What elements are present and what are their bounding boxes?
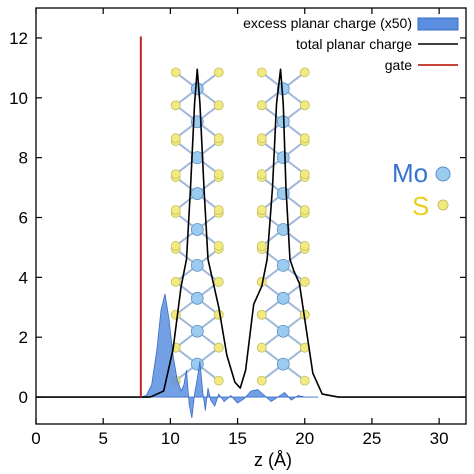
legend: excess planar charge (x50) total planar …: [243, 15, 459, 73]
s-atom: [213, 100, 224, 111]
s-atom: [213, 241, 224, 251]
species-label-s: S: [412, 191, 429, 221]
s-atom: [256, 169, 267, 180]
x-axis-label: z (Å): [254, 450, 292, 470]
x-tick-label: 20: [295, 429, 314, 448]
s-atom: [299, 241, 310, 251]
s-atom: [299, 375, 310, 386]
s-atom: [170, 309, 181, 320]
s-atom: [256, 100, 267, 111]
legend-swatch-excess: [417, 17, 459, 31]
line-series-group: [36, 36, 466, 398]
s-atom: [170, 241, 181, 251]
s-atom: [256, 375, 267, 386]
y-tick-label: 10: [9, 89, 28, 108]
mo-atom: [276, 291, 290, 305]
s-atom: [256, 342, 267, 353]
legend-label-excess: excess planar charge (x50): [243, 15, 412, 31]
s-atom: [256, 309, 267, 320]
s-atom-icon: [437, 199, 449, 211]
x-tick-label: 5: [98, 429, 107, 448]
s-atom: [213, 169, 224, 180]
x-tick-label: 10: [161, 429, 180, 448]
s-atom: [299, 276, 310, 287]
mo-atom: [190, 258, 204, 272]
plot-background: [36, 8, 466, 424]
x-tick-label: 25: [362, 429, 381, 448]
mo-atom: [190, 324, 204, 338]
mo-atom: [276, 324, 290, 338]
s-atom: [213, 133, 224, 144]
mos2-structure: [170, 67, 310, 386]
s-atom: [170, 169, 181, 180]
x-tick-label: 30: [430, 429, 449, 448]
mo-atom: [276, 187, 290, 200]
s-atom: [299, 205, 310, 215]
mo-atom: [190, 223, 204, 236]
y-tick-label: 6: [19, 208, 28, 227]
y-tick-label: 2: [19, 328, 28, 347]
s-atom: [170, 133, 181, 144]
s-atom: [299, 133, 310, 144]
excess-charge-area: [140, 293, 319, 419]
species-label-mo: Mo: [392, 158, 428, 188]
s-atom: [170, 205, 181, 215]
legend-label-total: total planar charge: [296, 36, 412, 52]
axes-group: 0 5 10 15 20 25 30 0 2 4 6 8 10 12: [9, 8, 466, 448]
mo-atom: [190, 151, 204, 165]
y-tick-label: 0: [19, 388, 28, 407]
y-tick-label: 4: [19, 268, 28, 287]
s-atom: [213, 342, 224, 353]
s-atom: [299, 67, 310, 78]
s-atom: [170, 276, 181, 287]
s-atom: [213, 205, 224, 215]
s-atom: [299, 100, 310, 111]
s-atom: [170, 67, 181, 78]
legend-label-gate: gate: [385, 57, 412, 73]
y-tick-label: 12: [9, 29, 28, 48]
x-tick-label: 15: [228, 429, 247, 448]
mo-atom: [276, 223, 290, 236]
s-atom: [256, 241, 267, 251]
mo-atom: [276, 357, 290, 371]
s-atom: [213, 276, 224, 287]
s-atom: [213, 375, 224, 386]
mo-atom: [190, 187, 204, 200]
mo-atom-icon: [435, 166, 451, 182]
mo-atom: [190, 82, 204, 96]
s-atom: [170, 100, 181, 111]
s-atom: [213, 67, 224, 78]
s-atom: [299, 169, 310, 180]
excess-charge-area-group: [140, 293, 319, 419]
mo-atom: [190, 357, 204, 371]
mo-atom: [276, 258, 290, 272]
s-atom: [256, 205, 267, 215]
plot-frame: [35, 7, 467, 425]
x-tick-label: 0: [31, 429, 40, 448]
mo-atom: [190, 291, 204, 305]
total-charge-line: [36, 68, 466, 398]
species-key: Mo S: [392, 158, 451, 221]
s-atom: [256, 133, 267, 144]
mo-atom: [276, 151, 290, 165]
s-atom: [256, 67, 267, 78]
y-tick-label: 8: [19, 149, 28, 168]
